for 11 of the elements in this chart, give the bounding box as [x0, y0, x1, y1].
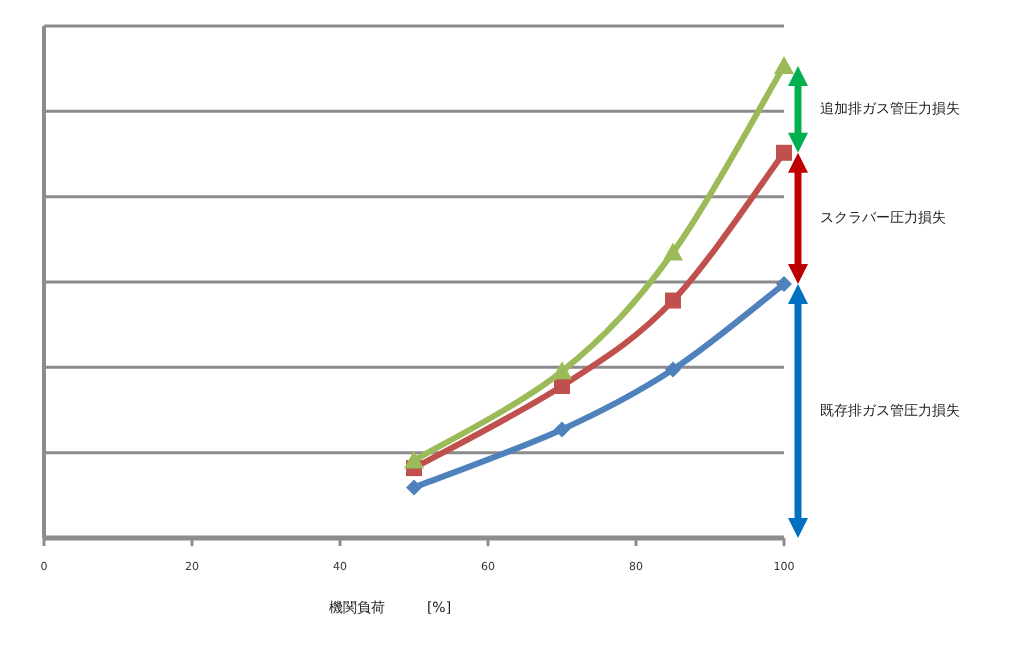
point	[776, 276, 792, 293]
point	[665, 361, 681, 378]
point	[665, 292, 681, 309]
point	[663, 242, 683, 261]
point	[552, 361, 572, 380]
point	[776, 144, 792, 161]
point	[554, 421, 570, 438]
point	[554, 378, 570, 394]
point	[406, 479, 422, 496]
point	[774, 55, 794, 74]
point	[404, 450, 424, 469]
